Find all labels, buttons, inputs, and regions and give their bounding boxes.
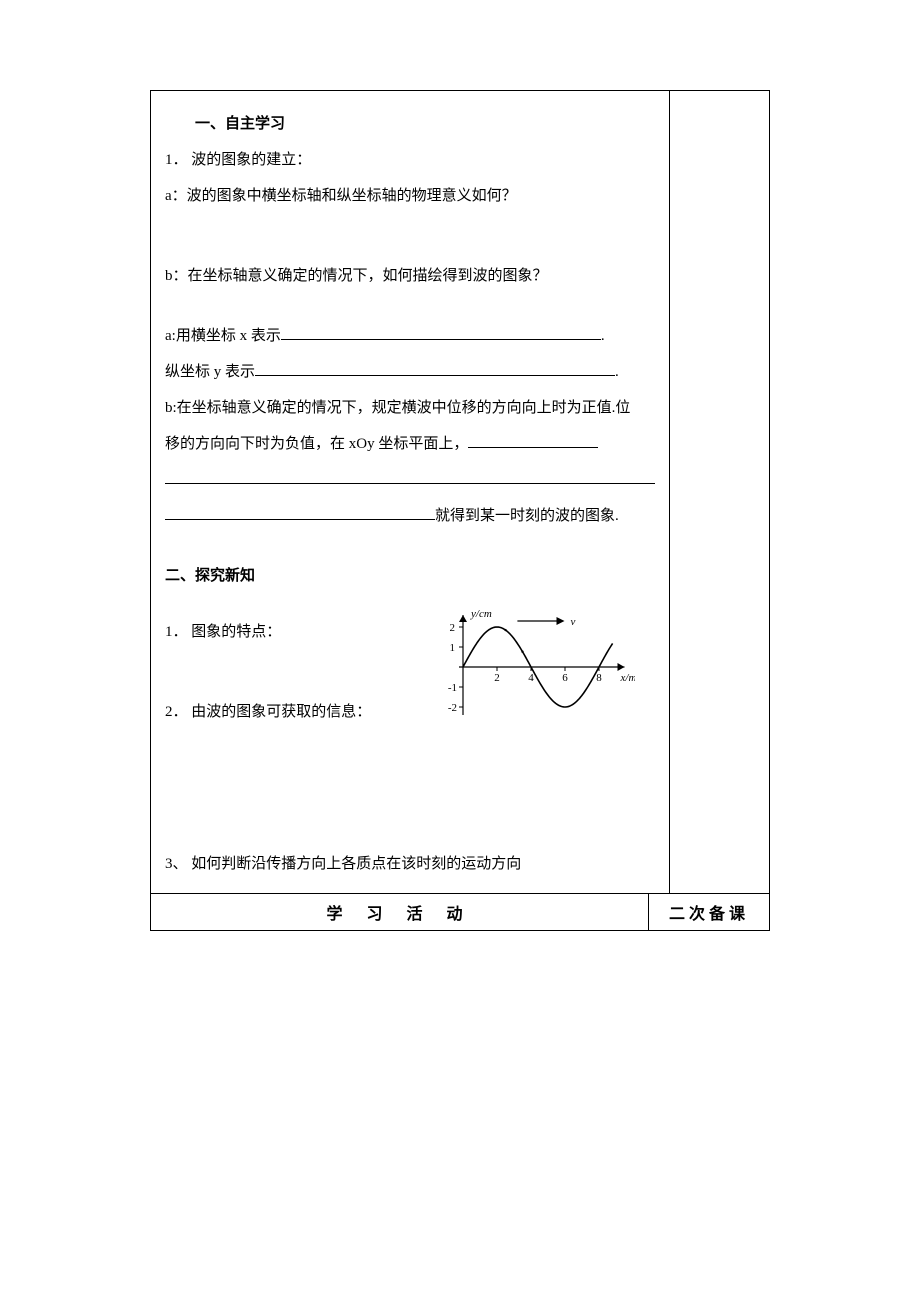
section-2-title: 二、探究新知 <box>165 561 655 591</box>
answer-a-prefix: a:用横坐标 x 表示 <box>165 328 281 344</box>
main-row: 一、自主学习 1． 波的图象的建立： a：波的图象中横坐标轴和纵坐标轴的物理意义… <box>151 91 769 893</box>
answer-a-line1: a:用横坐标 x 表示. <box>165 321 655 351</box>
footer-right-cell: 二次备课 <box>649 894 769 930</box>
svg-text:-2: -2 <box>448 702 457 714</box>
svg-text:2: 2 <box>494 672 500 684</box>
section-1-title: 一、自主学习 <box>165 109 655 139</box>
spacer <box>165 297 655 315</box>
answer-a2-dot: . <box>615 364 619 380</box>
svg-text:4: 4 <box>528 672 534 684</box>
blank-line[interactable] <box>255 360 615 377</box>
footer-left-cell: 学 习 活 动 <box>151 894 649 930</box>
svg-text:v: v <box>571 616 576 628</box>
svg-text:6: 6 <box>562 672 568 684</box>
wave-chart: 2 4 6 8 1 2 -1 -2 y/cm x/m v <box>435 607 635 737</box>
svg-text:1: 1 <box>450 642 456 654</box>
item-1-title: 波的图象的建立： <box>191 152 311 168</box>
svg-text:8: 8 <box>596 672 602 684</box>
notes-column <box>670 91 769 893</box>
item-2b-title: 由波的图象可获取的信息： <box>191 704 371 720</box>
content-column: 一、自主学习 1． 波的图象的建立： a：波的图象中横坐标轴和纵坐标轴的物理意义… <box>151 91 670 893</box>
svg-text:-1: -1 <box>448 682 457 694</box>
blank-line[interactable] <box>468 432 598 449</box>
blank-line[interactable] <box>165 468 655 485</box>
answer-b-line3 <box>165 465 655 495</box>
answer-a-dot: . <box>601 328 605 344</box>
item-2b-num: 2． <box>165 704 188 720</box>
chart-and-item-block: 1． 图象的特点： 246812-1-2y/cmx/mv 2． 由波的图象可获取… <box>165 617 655 727</box>
answer-a2-prefix: 纵坐标 y 表示 <box>165 364 255 380</box>
spacer <box>165 217 655 255</box>
item-1-num: 1． <box>165 152 188 168</box>
answer-b2-prefix: 移的方向向下时为负值，在 xOy 坐标平面上， <box>165 436 468 452</box>
svg-text:2: 2 <box>450 622 456 634</box>
answer-b-line2: 移的方向向下时为负值，在 xOy 坐标平面上， <box>165 429 655 459</box>
blank-line[interactable] <box>281 324 601 341</box>
item-2a-num: 1． <box>165 624 188 640</box>
page: 一、自主学习 1． 波的图象的建立： a：波的图象中横坐标轴和纵坐标轴的物理意义… <box>0 0 920 1302</box>
spacer <box>165 733 655 843</box>
svg-text:y/cm: y/cm <box>470 608 492 620</box>
answer-b-line4: 就得到某一时刻的波的图象. <box>165 501 655 531</box>
blank-line[interactable] <box>165 504 435 521</box>
answer-b4-suffix: 就得到某一时刻的波的图象. <box>435 508 619 524</box>
question-b: b：在坐标轴意义确定的情况下，如何描绘得到波的图象？ <box>165 261 655 291</box>
answer-a-line2: 纵坐标 y 表示. <box>165 357 655 387</box>
spacer <box>165 537 655 555</box>
item-1: 1． 波的图象的建立： <box>165 145 655 175</box>
svg-text:x/m: x/m <box>620 672 636 684</box>
item-2c-num: 3、 <box>165 856 188 872</box>
item-2a-title: 图象的特点： <box>191 624 281 640</box>
question-a: a：波的图象中横坐标轴和纵坐标轴的物理意义如何？ <box>165 181 655 211</box>
item-2c-title: 如何判断沿传播方向上各质点在该时刻的运动方向 <box>191 856 521 872</box>
item-2c: 3、 如何判断沿传播方向上各质点在该时刻的运动方向 <box>165 849 655 879</box>
worksheet-table: 一、自主学习 1． 波的图象的建立： a：波的图象中横坐标轴和纵坐标轴的物理意义… <box>150 90 770 931</box>
footer-header-row: 学 习 活 动 二次备课 <box>151 893 769 930</box>
answer-b-line1: b:在坐标轴意义确定的情况下，规定横波中位移的方向向上时为正值.位 <box>165 393 655 423</box>
